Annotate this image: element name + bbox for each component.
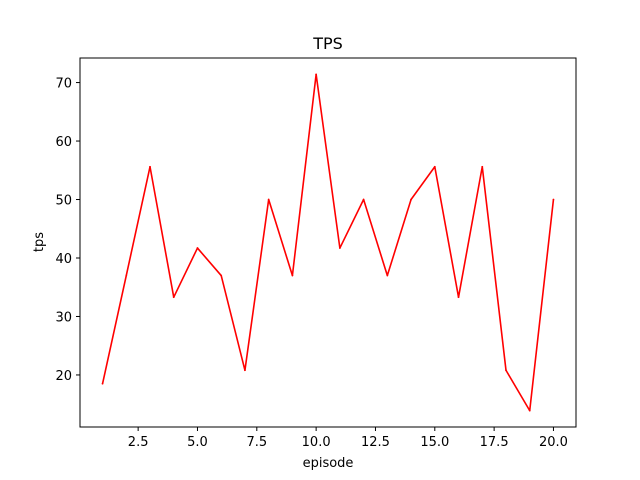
- y-tick-label: 20: [55, 369, 72, 384]
- x-tick-label: 10.0: [302, 435, 331, 450]
- data-point: [505, 369, 507, 372]
- x-tick-label: 20.0: [539, 435, 568, 450]
- y-tick-label: 40: [55, 252, 72, 267]
- data-point: [338, 247, 341, 249]
- data-point: [267, 198, 270, 201]
- data-point: [220, 274, 223, 277]
- data-point: [244, 369, 246, 372]
- data-point: [315, 73, 318, 76]
- series-line: [101, 73, 555, 412]
- series-layer: [101, 73, 555, 412]
- y-tick-label: 50: [55, 194, 72, 209]
- axes-frame: [79, 57, 577, 428]
- data-point: [481, 165, 484, 168]
- data-point: [528, 409, 531, 412]
- x-tick-label: 15.0: [420, 435, 449, 450]
- data-point: [125, 274, 128, 277]
- data-point: [433, 165, 436, 168]
- data-point: [410, 198, 412, 201]
- data-point: [149, 165, 151, 168]
- x-tick-label: 5.0: [187, 435, 208, 450]
- x-tick-label: 17.5: [480, 435, 509, 450]
- x-tick-label: 12.5: [361, 435, 390, 450]
- data-point: [457, 296, 460, 299]
- y-tick-label: 60: [55, 135, 72, 150]
- data-point: [172, 296, 175, 299]
- y-axis-label: tps: [32, 232, 47, 252]
- data-point: [552, 198, 555, 201]
- x-tick-label: 7.5: [246, 435, 267, 450]
- x-tick-label: 2.5: [128, 435, 149, 450]
- y-axis: 20 30 40 50 60 70: [55, 77, 80, 384]
- chart-title: TPS: [312, 34, 343, 53]
- plot-area: 2.5 5.0 7.5 10.0 12.5 15.0 17.5 20.0 20 30 40 50 60…: [55, 57, 577, 450]
- y-tick-label: 70: [55, 77, 72, 92]
- x-axis: 2.5 5.0 7.5 10.0 12.5 15.0 17.5 20.0: [128, 427, 568, 450]
- data-point: [291, 274, 294, 277]
- y-tick-label: 30: [55, 310, 72, 325]
- data-point: [196, 247, 199, 249]
- data-point: [386, 274, 389, 277]
- x-axis-label: episode: [303, 456, 354, 471]
- data-point: [101, 382, 104, 385]
- data-point: [362, 198, 365, 201]
